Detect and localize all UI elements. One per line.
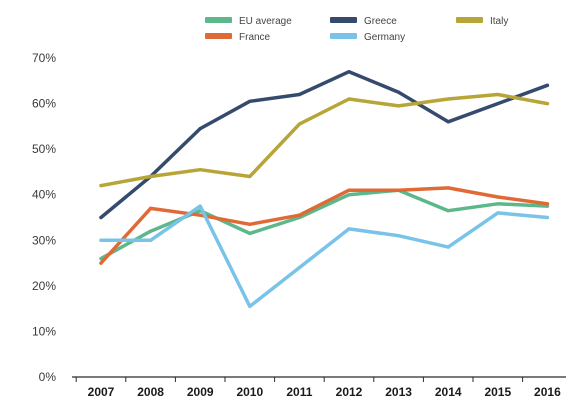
x-tick-label: 2013 <box>385 385 412 399</box>
data-point <box>347 227 351 231</box>
legend-label: Germany <box>364 32 405 43</box>
series-line-greece <box>99 69 550 220</box>
y-tick-label: 20% <box>32 279 56 293</box>
y-tick-label: 10% <box>32 324 56 338</box>
legend-item: Italy <box>456 16 508 27</box>
data-point <box>496 101 500 106</box>
data-point <box>446 186 450 190</box>
data-point <box>99 215 103 220</box>
legend-label: France <box>239 32 271 43</box>
data-point <box>198 213 202 217</box>
legend-swatch <box>205 17 232 23</box>
data-point <box>198 168 202 172</box>
x-tick-label: 2010 <box>236 385 263 399</box>
y-tick-label: 30% <box>32 233 56 247</box>
series-line-france <box>99 186 550 265</box>
data-point <box>248 304 252 308</box>
data-point <box>99 238 103 242</box>
series-line-italy <box>99 92 550 188</box>
data-point <box>446 97 450 101</box>
x-tick-label: 2009 <box>187 385 214 399</box>
series-line-eu-average <box>99 188 550 261</box>
y-tick-label: 50% <box>32 142 56 156</box>
data-point <box>347 97 351 101</box>
data-point <box>397 90 401 94</box>
x-tick-label: 2012 <box>336 385 363 399</box>
y-tick-label: 70% <box>32 51 56 65</box>
x-tick-label: 2011 <box>286 385 312 399</box>
legend-item: Germany <box>330 32 405 43</box>
data-point <box>545 101 550 106</box>
legend-item: France <box>205 32 271 43</box>
data-point <box>149 238 153 242</box>
data-point <box>496 92 500 97</box>
data-point <box>297 266 301 270</box>
data-point <box>198 127 202 131</box>
legend-label: Italy <box>490 16 508 27</box>
legend-swatch <box>330 17 357 23</box>
data-point <box>347 193 351 197</box>
data-point <box>198 204 202 208</box>
data-point <box>99 256 103 261</box>
data-point <box>248 174 252 179</box>
data-point <box>347 188 351 192</box>
y-tick-label: 60% <box>32 97 56 111</box>
legend-swatch <box>456 17 483 23</box>
x-tick-label: 2014 <box>435 385 462 399</box>
data-point <box>248 99 252 103</box>
x-tick-label: 2007 <box>88 385 115 399</box>
x-tick-label: 2008 <box>137 385 164 399</box>
data-point <box>496 211 500 215</box>
data-point <box>545 215 550 220</box>
legend: EU average France Greece Germany Italy <box>205 16 508 43</box>
y-tick-label: 40% <box>32 188 56 202</box>
series-lines <box>99 69 550 309</box>
data-point <box>99 184 103 188</box>
data-point <box>347 70 351 74</box>
data-point <box>149 174 153 179</box>
data-point <box>397 104 401 108</box>
data-point <box>446 120 450 124</box>
data-point <box>248 231 252 236</box>
x-tick-label: 2015 <box>484 385 511 399</box>
legend-label: EU average <box>239 16 292 27</box>
data-point <box>248 222 252 226</box>
y-tick-label: 0% <box>39 370 57 384</box>
series-line-germany <box>99 204 550 309</box>
data-point <box>149 206 153 210</box>
data-point <box>496 202 500 206</box>
data-point <box>545 202 550 206</box>
legend-label: Greece <box>364 16 397 27</box>
data-point <box>446 245 450 249</box>
data-point <box>397 188 401 192</box>
y-axis: 0% 10% 20% 30% 40% 50% 60% 70% <box>32 51 56 384</box>
data-point <box>297 213 301 217</box>
data-point <box>545 83 550 87</box>
legend-swatch <box>330 33 357 39</box>
legend-swatch <box>205 33 232 39</box>
legend-item: EU average <box>205 16 292 27</box>
data-point <box>297 122 301 126</box>
data-point <box>397 234 401 238</box>
data-point <box>99 261 103 265</box>
data-point <box>496 195 500 199</box>
legend-item: Greece <box>330 16 397 27</box>
x-axis: 2007 2008 2009 2010 2011 2012 2013 2014 2015 2016 <box>72 376 566 399</box>
data-point <box>446 209 450 213</box>
data-point <box>297 92 301 97</box>
x-tick-label: 2016 <box>534 385 561 399</box>
data-point <box>149 229 153 233</box>
